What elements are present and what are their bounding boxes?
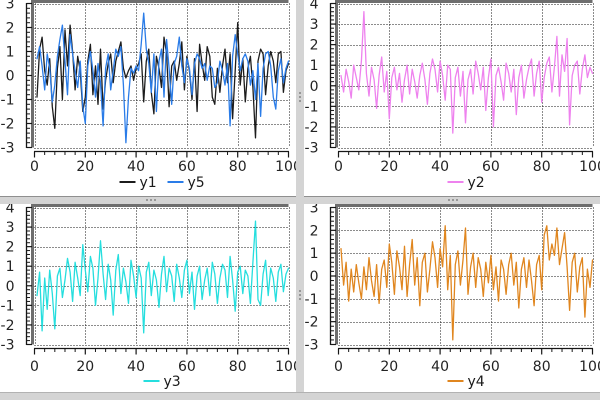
tick-label: -3 <box>305 338 319 354</box>
chart-canvas-top-right: 4 3 2 1 0 -1 -2 -3 0 20 40 60 80 100 y2 <box>305 0 600 191</box>
tick-label: 3 <box>310 204 319 217</box>
tick-label: -2 <box>305 315 319 331</box>
y-axis: 3 2 1 0 -1 -2 -3 <box>305 201 336 354</box>
tick-label: -2 <box>1 117 15 133</box>
vertical-splitter[interactable] <box>296 0 304 392</box>
tick-label: 1 <box>6 45 15 61</box>
tick-label: 0 <box>6 279 15 295</box>
splitter-handle-icon[interactable] <box>299 290 301 292</box>
tick-label: -1 <box>305 99 319 115</box>
tick-label: -1 <box>1 298 15 314</box>
tick-label: 1 <box>6 259 15 275</box>
chart-canvas-bottom-left: 4 3 2 1 0 -1 -2 -3 0 20 40 60 80 100 y3 <box>1 201 302 391</box>
tick-label: 100 <box>275 359 296 375</box>
splitter-handle-icon[interactable] <box>146 199 148 201</box>
tick-label: 4 <box>310 0 319 13</box>
tick-label: 20 <box>380 359 398 375</box>
tick-label: 80 <box>229 159 247 175</box>
tick-label: 100 <box>579 159 600 175</box>
tick-label: 60 <box>178 359 196 375</box>
legend: y4 <box>447 374 485 390</box>
tick-label: 2 <box>6 240 15 256</box>
x-axis: 0 20 40 60 80 100 <box>334 347 600 375</box>
tick-label: -2 <box>1 318 15 334</box>
series-line-y3 <box>36 220 290 334</box>
plot-frame <box>31 204 289 345</box>
chart-canvas-bottom-right: 3 2 1 0 -1 -2 -3 0 20 40 60 80 100 y4 <box>305 201 600 391</box>
tick-label: 80 <box>533 159 551 175</box>
series-line-y5 <box>36 12 290 144</box>
tick-label: 0 <box>310 79 319 95</box>
tick-label: 80 <box>229 359 247 375</box>
splitter-handle-icon[interactable] <box>299 92 301 94</box>
legend-label-y1: y1 <box>140 175 157 191</box>
tick-label: -2 <box>305 120 319 136</box>
y-axis: 4 3 2 1 0 -1 -2 -3 <box>305 0 336 157</box>
tick-label: 20 <box>76 159 94 175</box>
chart-panel-bottom-left: 4 3 2 1 0 -1 -2 -3 0 20 40 60 80 100 y3 <box>0 201 302 392</box>
bottom-resize-bar <box>0 392 600 400</box>
tick-label: 1 <box>310 58 319 74</box>
tick-label: 100 <box>579 359 600 375</box>
tick-label: 2 <box>6 21 15 37</box>
tick-label: 60 <box>482 359 500 375</box>
tick-label: 1 <box>310 246 319 262</box>
tick-label: 60 <box>482 159 500 175</box>
y-axis: 3 2 1 0 -1 -2 -3 <box>1 0 32 157</box>
tick-label: 40 <box>431 359 449 375</box>
splitter-handle-icon[interactable] <box>448 199 450 201</box>
tick-label: -3 <box>305 141 319 157</box>
tick-label: -1 <box>305 292 319 308</box>
tick-label: 4 <box>6 204 15 217</box>
tick-label: 20 <box>380 159 398 175</box>
grid-lines <box>338 3 594 149</box>
tick-label: 0 <box>334 359 343 375</box>
tick-label: 0 <box>30 359 39 375</box>
tick-label: 0 <box>310 269 319 285</box>
x-axis: 0 20 40 60 80 100 <box>30 150 302 175</box>
tick-label: 0 <box>334 159 343 175</box>
tick-label: -3 <box>1 141 15 157</box>
chart-canvas-top-left: 3 2 1 0 -1 -2 -3 0 20 40 60 80 100 y1 y5 <box>1 0 302 191</box>
tick-label: 20 <box>76 359 94 375</box>
tick-label: -3 <box>1 338 15 354</box>
plot-frame <box>335 0 593 148</box>
x-axis: 0 20 40 60 80 100 <box>334 150 600 175</box>
chart-panel-bottom-right: 3 2 1 0 -1 -2 -3 0 20 40 60 80 100 y4 <box>304 201 600 392</box>
legend-label-y5: y5 <box>188 175 205 191</box>
tick-label: 40 <box>127 159 145 175</box>
legend: y1 y5 <box>119 175 205 191</box>
tick-label: 40 <box>127 359 145 375</box>
chart-panel-top-left: 3 2 1 0 -1 -2 -3 0 20 40 60 80 100 y1 y5 <box>0 0 302 196</box>
x-axis: 0 20 40 60 80 100 <box>30 347 302 375</box>
tick-label: 80 <box>533 359 551 375</box>
tick-label: 3 <box>310 17 319 33</box>
tick-label: 40 <box>431 159 449 175</box>
grid-lines <box>34 207 290 346</box>
tick-label: 0 <box>30 159 39 175</box>
tick-label: 2 <box>310 38 319 54</box>
tick-label: 2 <box>310 223 319 239</box>
legend-label-y3: y3 <box>164 374 181 390</box>
tick-label: 3 <box>6 0 15 13</box>
chart-panel-top-right: 4 3 2 1 0 -1 -2 -3 0 20 40 60 80 100 y2 <box>304 0 600 196</box>
tick-label: 100 <box>275 159 296 175</box>
tick-label: 60 <box>178 159 196 175</box>
plot-frame <box>31 0 289 148</box>
legend-label-y2: y2 <box>468 175 485 191</box>
legend-label-y4: y4 <box>468 374 485 390</box>
legend: y3 <box>143 374 181 390</box>
tick-label: 0 <box>6 69 15 85</box>
y-axis: 4 3 2 1 0 -1 -2 -3 <box>1 201 32 354</box>
legend: y2 <box>447 175 485 191</box>
tick-label: -1 <box>1 93 15 109</box>
series-line-y2 <box>340 11 594 134</box>
tick-label: 3 <box>6 220 15 236</box>
series-line-y4 <box>340 225 594 341</box>
plot-frame <box>335 204 593 345</box>
